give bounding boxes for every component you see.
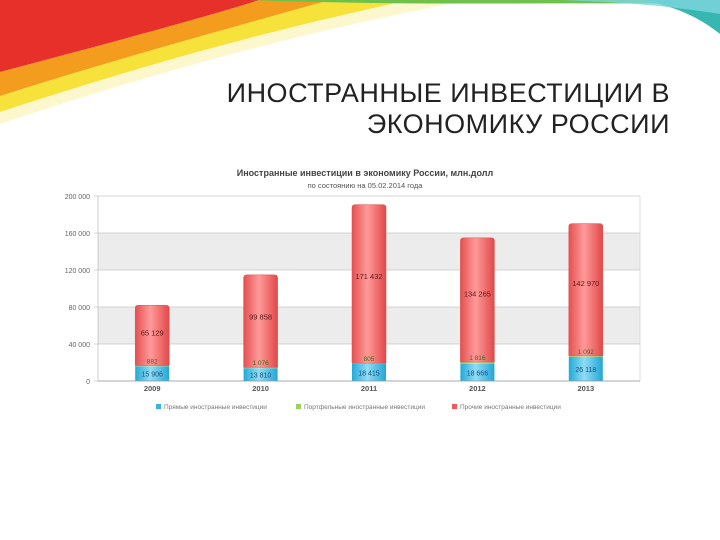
data-label: 13 810 [250,373,272,380]
data-label: 1 816 [469,355,486,362]
bar-segment-прочие [243,274,278,368]
x-tick-label: 2012 [469,384,486,393]
bar-segment-прочие [134,304,170,366]
data-label: 171 432 [355,272,382,281]
legend-swatch [452,404,457,409]
legend-label: Портфельные иностранные инвестиции [304,404,425,411]
bar-segment [568,355,603,357]
bar-segment [460,363,495,381]
bar-segment [568,356,603,381]
x-tick-label: 2009 [144,384,161,393]
data-label: 99 858 [249,312,272,321]
data-label: 15 906 [141,372,163,379]
data-label: 18 415 [358,370,380,377]
x-axis: 2009 2010 2011 2012 2013 [98,380,640,393]
bars: 15 906 882 65 129 13 810 1 076 99 858 18 415 80… [134,204,604,381]
legend-label: Прочие иностранные инвестиции [460,404,561,411]
bar-segment [460,362,495,364]
bar-segment [135,365,170,367]
ribbon-cyan [560,0,720,14]
data-label: 65 129 [141,328,164,337]
x-tick-label: 2011 [361,384,377,393]
data-label: 882 [147,358,158,365]
bar-segment-прочие [460,237,495,363]
slide-title: ИНОСТРАННЫЕ ИНВЕСТИЦИИ В ЭКОНОМИКУ РОССИ… [110,78,670,140]
decorative-ribbon [0,0,720,124]
bar-segment-прочие [351,204,387,364]
bar-segment-прочие [568,223,604,357]
y-tick-label: 200 000 [65,194,90,201]
data-label: 805 [364,356,375,363]
y-tick-label: 160 000 [65,231,90,238]
data-label: 142 970 [572,279,599,288]
legend-swatch [296,404,301,409]
y-tick-label: 120 000 [65,268,90,275]
x-tick-label: 2010 [252,384,269,393]
y-tick-label: 40 000 [69,342,91,349]
bar-segment [243,368,278,381]
slide-title-line-2: ЭКОНОМИКУ РОССИИ [366,109,670,139]
ribbon-red [0,0,260,72]
bar-segment [352,363,386,365]
y-tick-label: 80 000 [69,305,91,312]
y-axis: 0 40 000 80 000 120 000 160 000 200 000 [65,194,641,386]
data-label: 18 666 [467,370,489,377]
bar-segment [352,363,386,381]
x-tick-label: 2013 [577,384,594,393]
chart-title: Иностранные инвестиции в экономику Росси… [237,168,494,178]
data-label: 134 265 [464,290,491,299]
data-label: 1 076 [252,360,269,367]
y-tick-label: 0 [86,379,90,386]
chart-subtitle: по состоянию на 05.02.2014 года [308,181,424,190]
legend-label: Прямые иностранные инвестиции [164,404,267,411]
slide-title-line-1: ИНОСТРАННЫЕ ИНВЕСТИЦИИ В [226,78,670,108]
bar-segment [135,366,170,381]
legend: Прямые иностранные инвестиции Портфельные… [156,404,561,411]
legend-swatch [156,404,161,409]
data-label: 26 118 [575,367,596,374]
data-label: 1 092 [578,349,595,356]
bar-segment [243,367,278,369]
